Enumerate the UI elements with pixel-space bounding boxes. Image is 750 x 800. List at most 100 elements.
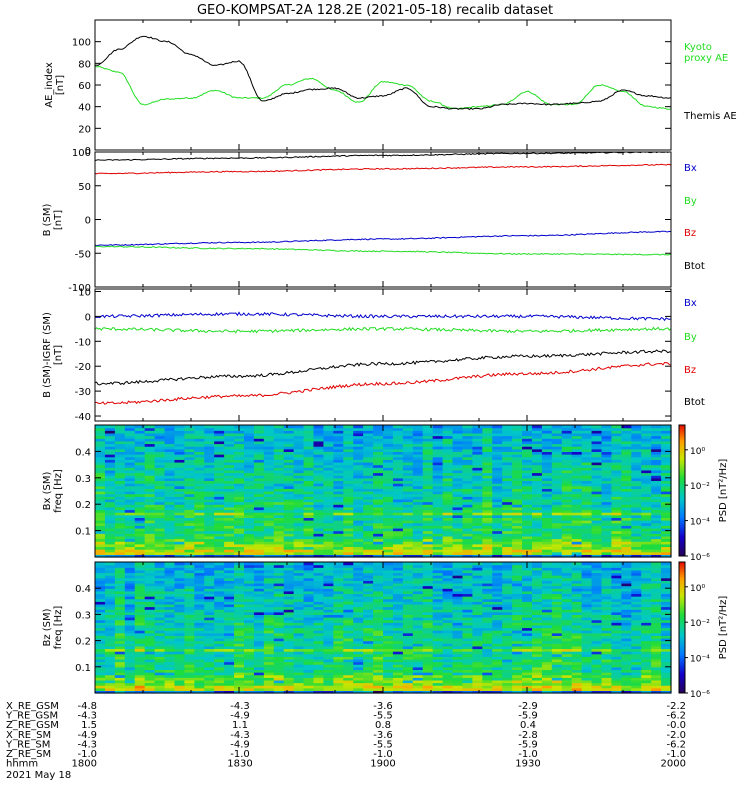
spectrogram-cell — [164, 643, 176, 647]
spectrogram-cell — [383, 682, 394, 686]
spectrogram-cell — [581, 611, 593, 615]
spectrogram-cell — [541, 645, 553, 650]
spectrogram-cell — [283, 658, 295, 663]
spectrogram-cell — [422, 617, 434, 621]
spectrogram-cell — [234, 643, 245, 647]
spectrogram-cell — [263, 522, 275, 526]
spectrogram-cell — [502, 496, 513, 500]
spectrogram-cell — [144, 464, 156, 468]
spectrogram-cell — [263, 467, 275, 471]
spectrogram-cell — [512, 541, 523, 545]
spectrogram-cell — [432, 438, 444, 442]
spectrogram-cell — [134, 432, 146, 437]
spectrogram-cell — [273, 491, 285, 495]
spectrogram-cell — [591, 440, 603, 445]
spectrogram-cell — [522, 443, 533, 447]
spectrogram-cell — [422, 501, 434, 505]
spectrogram-cell — [204, 533, 215, 537]
spectrogram-cell — [293, 430, 305, 434]
spectrogram-cell — [651, 656, 662, 660]
spectrogram-cell — [541, 483, 553, 487]
spectrogram-cell — [541, 690, 553, 694]
spectrogram-cell — [452, 517, 464, 521]
spectrogram-cell — [194, 674, 205, 678]
spectrogram-cell — [114, 520, 126, 524]
spectrogram-cell — [432, 448, 444, 452]
spectrogram-cell — [214, 517, 225, 521]
spectrogram-cell — [293, 679, 305, 684]
spectrogram-cell — [462, 669, 473, 673]
spectrogram-cell — [323, 514, 334, 518]
spectrogram-cell — [631, 682, 642, 686]
spectrogram-cell — [601, 491, 613, 495]
spectrogram-cell — [214, 504, 225, 508]
spectrogram-cell — [492, 632, 503, 636]
spectrogram-cell — [184, 637, 195, 642]
spectrogram-cell — [383, 475, 394, 479]
spectrogram-cell — [343, 520, 354, 524]
spectrogram-cell — [154, 669, 166, 673]
spectrogram-cell — [591, 522, 603, 526]
spectrogram-cell — [373, 461, 384, 466]
spectrogram-cell — [263, 517, 275, 521]
spectrogram-cell — [651, 438, 662, 442]
spectrogram-cell — [571, 679, 583, 684]
spectrogram-cell — [224, 475, 235, 479]
spectrogram-cell — [601, 522, 613, 526]
spectrogram-cell — [333, 512, 344, 516]
spectrogram-cell — [104, 637, 116, 642]
spectrogram-cell — [243, 451, 255, 455]
spectrogram-cell — [214, 551, 225, 555]
spectrogram-cell — [134, 520, 146, 524]
spectrogram-cell — [492, 543, 503, 548]
spectrogram-cell — [204, 535, 215, 540]
spectrogram-cell — [95, 483, 106, 487]
plot-title: GEO-KOMPSAT-2A 128.2E (2021-05-18) recal… — [197, 3, 553, 18]
spectrogram-cell — [303, 498, 315, 503]
spectrogram-cell — [472, 538, 483, 542]
spectrogram-cell — [541, 480, 553, 484]
spectrogram-cell — [512, 672, 523, 676]
spectrogram-cell — [591, 498, 603, 503]
spectrogram-cell — [303, 491, 315, 495]
spectrogram-cell — [263, 456, 275, 460]
spectrogram-cell — [353, 506, 364, 511]
spectrogram-cell — [383, 440, 394, 445]
spectrogram-cell — [551, 653, 563, 657]
spectrogram-cell — [104, 672, 116, 676]
spectrogram-cell — [512, 456, 523, 460]
spectrogram-cell — [531, 687, 543, 691]
spectrogram-cell — [611, 648, 622, 652]
spectrogram-cell — [253, 454, 265, 458]
spectrogram-cell — [392, 687, 404, 691]
spectrogram-cell — [412, 632, 424, 636]
spectrogram-cell — [154, 640, 166, 644]
spectrogram-cell — [283, 614, 295, 618]
spectrogram-cell — [422, 483, 434, 487]
spectrogram-cell — [522, 520, 533, 524]
spectrogram-cell — [253, 648, 265, 652]
spectrogram-cell — [333, 454, 344, 458]
spectrogram-cell — [95, 632, 106, 636]
spectrogram-cell — [442, 617, 454, 621]
spectrogram-cell — [353, 483, 364, 487]
spectrogram-cell — [402, 538, 414, 542]
spectrogram-cell — [571, 459, 583, 463]
spectrogram-cell — [273, 509, 285, 513]
spectrogram-cell — [402, 443, 414, 447]
spectrogram-cell — [95, 509, 106, 513]
spectrogram-cell — [541, 485, 553, 489]
spectrogram-cell — [452, 506, 464, 511]
spectrogram-cell — [234, 672, 245, 676]
spectrogram-cell — [144, 527, 156, 532]
spectrogram-cell — [502, 546, 513, 550]
spectrogram-cell — [661, 669, 672, 673]
spectrogram-cell — [661, 685, 672, 689]
spectrogram-cell — [234, 546, 245, 550]
spectrogram-cell — [353, 535, 364, 540]
spectrogram-cell — [531, 643, 543, 647]
spectrogram-cell — [144, 469, 156, 474]
spectrogram-cell — [442, 435, 454, 439]
spectrogram-cell — [373, 622, 384, 626]
spectrogram-cell — [482, 630, 493, 634]
